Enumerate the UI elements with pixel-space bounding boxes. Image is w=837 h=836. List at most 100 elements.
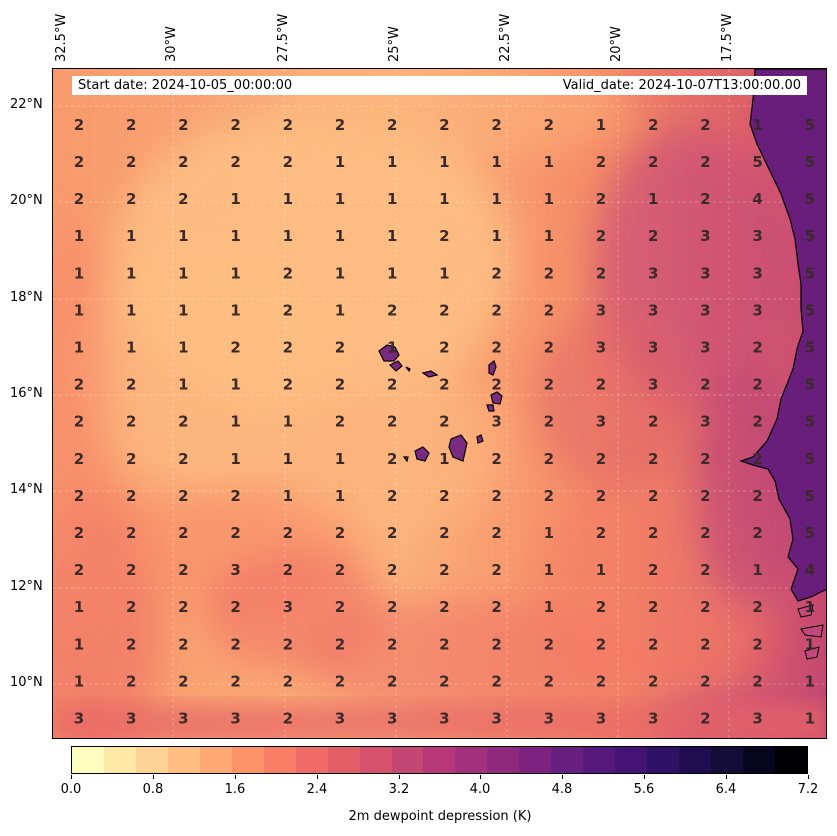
colorbar-tick-label: 3.2: [388, 782, 410, 797]
grid-value: 2: [387, 487, 397, 505]
grid-value: 4: [752, 190, 762, 208]
grid-value: 2: [126, 376, 136, 394]
grid-value: 3: [126, 710, 136, 728]
grid-value: 2: [439, 376, 449, 394]
grid-value: 2: [74, 116, 84, 134]
grid-value: 2: [335, 339, 345, 357]
grid-value: 2: [491, 450, 501, 468]
grid-value: 1: [74, 672, 84, 690]
grid-value: 2: [283, 524, 293, 542]
grid-value: 1: [805, 598, 815, 616]
land-africa: [739, 69, 826, 602]
grid-value: 2: [283, 376, 293, 394]
colorbar-segment: [711, 747, 744, 773]
grid-value: 2: [126, 524, 136, 542]
grid-value: 2: [230, 672, 240, 690]
grid-value: 2: [648, 524, 658, 542]
colorbar-segment: [423, 747, 456, 773]
colorbar-tick: [153, 775, 154, 779]
grid-value: 1: [335, 190, 345, 208]
grid-value: 3: [596, 301, 606, 319]
colorbar-segment: [199, 747, 232, 773]
grid-value: 2: [387, 450, 397, 468]
colorbar-tick-label: 4.8: [551, 782, 573, 797]
grid-value: 1: [805, 635, 815, 653]
grid-value: 2: [439, 635, 449, 653]
grid-value: 2: [596, 487, 606, 505]
colorbar-segment: [391, 747, 424, 773]
grid-value: 2: [596, 524, 606, 542]
grid-value: 1: [74, 339, 84, 357]
grid-value: 2: [596, 264, 606, 282]
colorbar-segment: [231, 747, 264, 773]
colorbar-segment: [551, 747, 584, 773]
grid-value: 2: [596, 376, 606, 394]
grid-value: 1: [335, 450, 345, 468]
map-panel[interactable]: 3 3 3 3 2 3 3 3 3 3 3 3 2 3 1 1 2 2 2 2 2 2 2 2 2 2 2 2 2 1 1 2 2 2 2 2 2 2 2 2…: [52, 68, 827, 739]
grid-value: 3: [387, 710, 397, 728]
grid-value: 3: [283, 598, 293, 616]
grid-value: 2: [700, 635, 710, 653]
grid-value: 5: [805, 153, 815, 171]
grid-value: 2: [544, 301, 554, 319]
grid-value: 2: [648, 116, 658, 134]
grid-value: 3: [700, 227, 710, 245]
lon-label-25w: 25°W: [387, 26, 402, 62]
grid-value: 2: [439, 524, 449, 542]
grid-value: 2: [178, 413, 188, 431]
grid-value: 2: [596, 598, 606, 616]
colorbar-tick: [726, 775, 727, 779]
valid-date-label: Valid_date: 2024-10-07T13:00:00.00: [562, 78, 801, 93]
map-canvas: 3 3 3 3 2 3 3 3 3 3 3 3 2 3 1 1 2 2 2 2 2 2 2 2 2 2 2 2 2 1 1 2 2 2 2 2 2 2 2 2…: [53, 69, 826, 738]
grid-value: 3: [544, 710, 554, 728]
grid-value: 2: [283, 264, 293, 282]
grid-value: 2: [700, 116, 710, 134]
grid-value: 2: [126, 116, 136, 134]
grid-value: 2: [335, 116, 345, 134]
grid-value: 2: [74, 376, 84, 394]
grid-value: 2: [178, 450, 188, 468]
grid-value: 3: [178, 710, 188, 728]
grid-value: 2: [491, 116, 501, 134]
colorbar-tick: [480, 775, 481, 779]
grid-value: 2: [544, 487, 554, 505]
grid-value: 1: [74, 301, 84, 319]
grid-value: 2: [230, 153, 240, 171]
grid-value: 2: [700, 450, 710, 468]
grid-value: 2: [126, 635, 136, 653]
colorbar-tick-label: 0.8: [142, 782, 164, 797]
grid-value: 2: [544, 376, 554, 394]
grid-value: 3: [700, 301, 710, 319]
colorbar-tick: [235, 775, 236, 779]
colorbar-segment: [647, 747, 680, 773]
grid-value: 2: [491, 376, 501, 394]
grid-value: 2: [596, 635, 606, 653]
grid-value: 2: [648, 672, 658, 690]
grid-value: 3: [491, 710, 501, 728]
grid-value: 2: [230, 487, 240, 505]
field-bottom-strip: [53, 704, 826, 738]
grid-value: 3: [752, 264, 762, 282]
colorbar-tick: [399, 775, 400, 779]
colorbar-tick: [71, 775, 72, 779]
grid-value: 3: [335, 710, 345, 728]
grid-value: 2: [596, 153, 606, 171]
grid-value: 2: [283, 672, 293, 690]
grid-value: 5: [805, 450, 815, 468]
grid-value: 2: [178, 487, 188, 505]
grid-value: 2: [283, 153, 293, 171]
grid-value: 3: [648, 339, 658, 357]
grid-value: 1: [596, 116, 606, 134]
grid-value: 2: [439, 672, 449, 690]
grid-value: 2: [178, 598, 188, 616]
grid-value: 2: [544, 672, 554, 690]
lon-label-17-5w: 17.5°W: [720, 13, 735, 62]
colorbar-segment: [583, 747, 616, 773]
grid-value: 2: [74, 561, 84, 579]
lon-label-27-5w: 27.5°W: [276, 13, 291, 62]
grid-value: 1: [805, 710, 815, 728]
grid-value: 2: [283, 301, 293, 319]
grid-value: 2: [178, 116, 188, 134]
grid-value: 2: [752, 635, 762, 653]
colorbar-segment: [167, 747, 200, 773]
